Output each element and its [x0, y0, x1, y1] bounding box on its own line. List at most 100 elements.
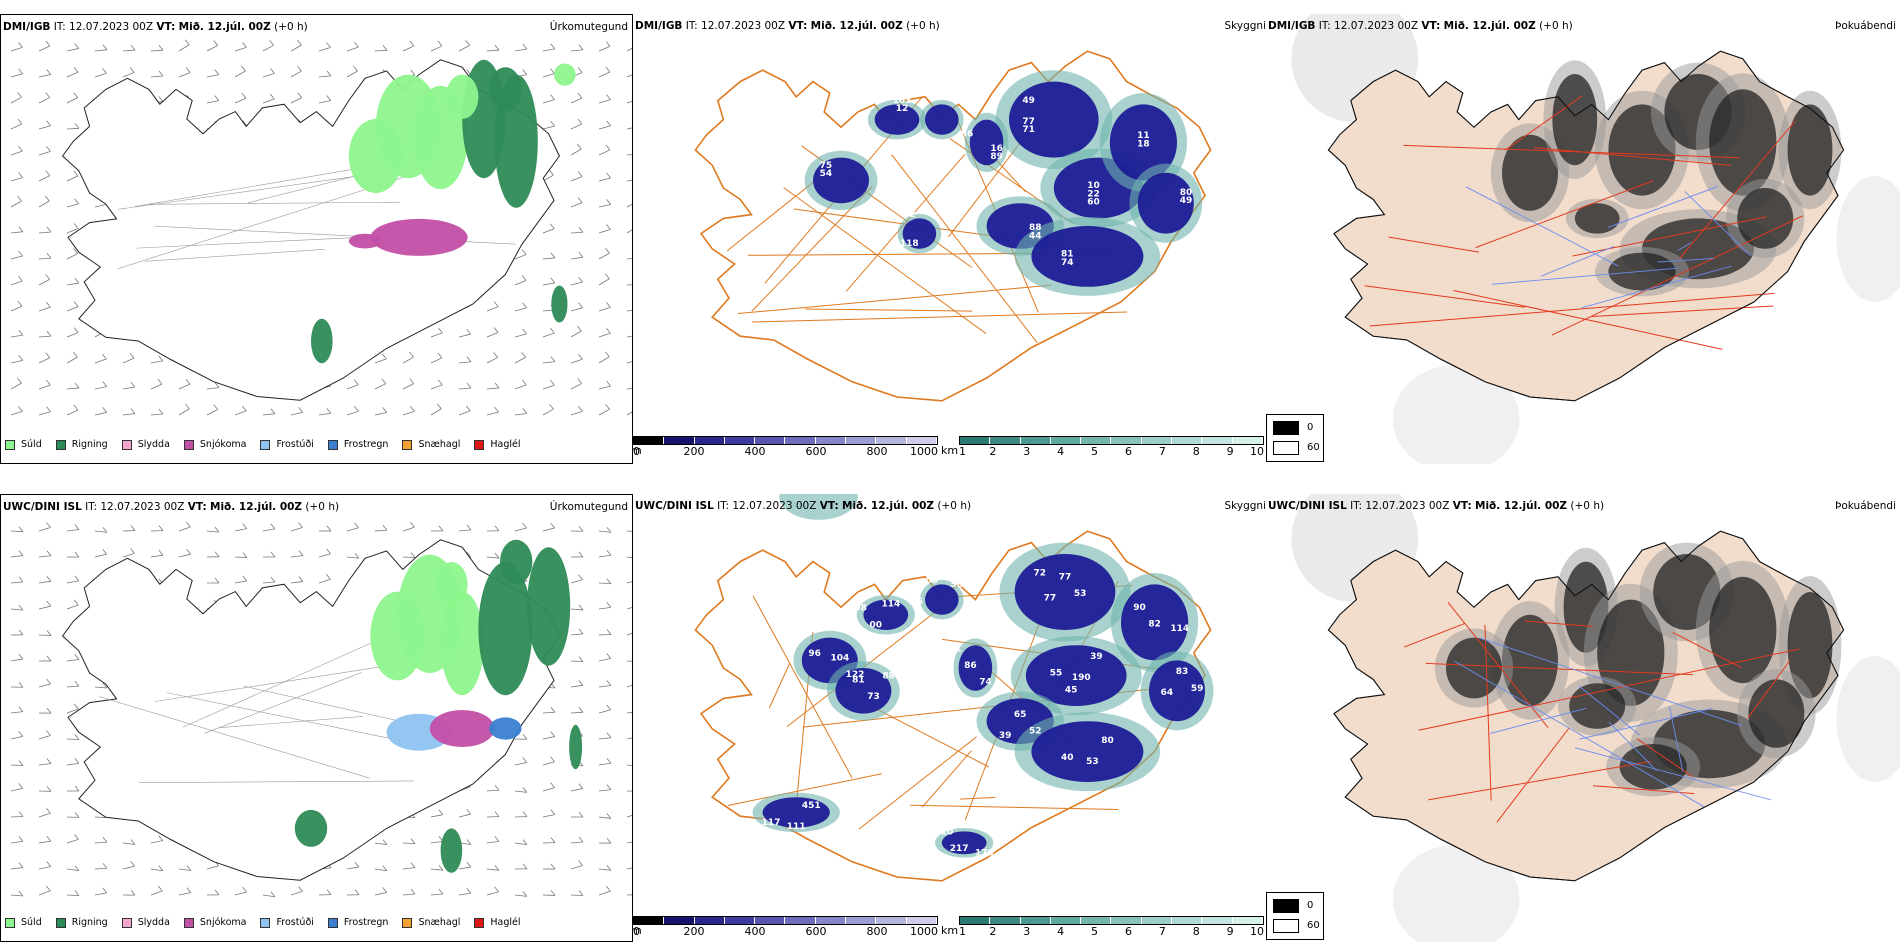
wind-barb: [10, 411, 23, 416]
wind-barb: [66, 387, 79, 390]
colorbar-cell: [1081, 917, 1112, 924]
wind-barb-flag: [606, 758, 612, 764]
ceiling-value-label: 96: [808, 649, 821, 659]
ceiling-value-label: 58: [951, 580, 964, 590]
colorbar-tick-label: 4: [1057, 445, 1065, 458]
wind-barb-flag: [578, 811, 584, 818]
wind-barb: [486, 868, 499, 871]
ceiling-area: [1109, 104, 1177, 181]
wind-barb: [598, 762, 611, 766]
wind-barb: [458, 361, 471, 364]
wind-barb-flag: [577, 325, 582, 332]
colorbar-cell: [846, 437, 877, 444]
wind-barb: [430, 893, 443, 896]
precip-legend-item: Rigning: [55, 917, 108, 928]
wind-barb: [318, 412, 331, 416]
wind-barb-flag: [326, 574, 331, 580]
wind-barb-flag: [242, 552, 248, 558]
precip-legend-swatch: [327, 917, 338, 928]
ceiling-value-label: 86: [961, 129, 974, 139]
ceiling-value-label: 11: [1137, 131, 1150, 141]
colorbar-cell: [990, 917, 1021, 924]
wind-barb: [10, 382, 22, 390]
wind-barb-flag: [298, 886, 303, 892]
wind-barb: [626, 361, 632, 364]
river-line: [1657, 257, 1714, 263]
wind-barb: [10, 867, 23, 870]
wind-barb-flag: [130, 381, 136, 388]
wind-barb: [38, 580, 51, 584]
colorbar-cell: [1141, 437, 1173, 444]
wind-barb: [10, 280, 23, 286]
wind-barb-flag: [213, 40, 218, 46]
wind-barb-flag: [549, 223, 555, 230]
ceiling-value-label: 77: [1022, 117, 1035, 127]
fog-core: [1748, 679, 1805, 748]
wind-barb: [626, 764, 632, 767]
precip-panel-top: DMI/IGB IT: 12.07.2023 00Z VT: Mið. 12.j…: [0, 14, 633, 464]
wind-barb: [402, 526, 415, 532]
wind-barb: [626, 180, 632, 182]
wind-barb-flag: [270, 408, 276, 414]
wind-barb: [626, 204, 632, 208]
precip-legend-item: Súld: [5, 439, 42, 450]
wind-barb-flag: [213, 404, 218, 410]
ceiling-area: [1137, 172, 1194, 234]
fog-core: [1737, 188, 1794, 249]
precip-legend-swatch: [121, 439, 132, 450]
road-line: [1404, 623, 1465, 648]
wind-barb-flag: [577, 197, 583, 203]
wind-barb: [626, 335, 632, 338]
wind-barb-flag: [550, 43, 556, 50]
ceiling-value-label: 74: [979, 678, 992, 688]
wind-barb: [122, 357, 135, 364]
ceiling-area: [762, 797, 830, 828]
wind-barb: [402, 556, 416, 558]
wind-barb: [38, 890, 51, 896]
precip-legend-label: Snæhagl: [418, 917, 461, 928]
colorbar-cell: [906, 437, 937, 444]
precip-area: [489, 67, 522, 112]
wind-barb-flag: [550, 379, 555, 386]
ceiling-value-label: 122: [846, 670, 865, 680]
wind-barb-flag: [410, 838, 416, 844]
visibility-colorbar-ticks: 1 2 3 4 5 6 7 8 9 10: [959, 925, 1264, 938]
wind-barb-flag: [549, 169, 554, 176]
wind-barb: [598, 46, 611, 52]
wind-barb-flag: [297, 92, 303, 98]
wind-barb: [318, 47, 331, 52]
wind-barb-flag: [158, 549, 164, 556]
wind-barb: [542, 527, 555, 532]
wind-barb: [542, 125, 555, 130]
wind-barb-flag: [184, 39, 190, 46]
wind-barb-flag: [18, 890, 24, 897]
road-line: [737, 284, 1052, 315]
precip-legend-item: Snæhagl: [402, 917, 460, 928]
wind-barb-flag: [130, 548, 135, 554]
wind-barb: [430, 408, 442, 416]
wind-barb-flag: [18, 604, 24, 611]
ceiling-value-label: 65: [1014, 710, 1027, 720]
wind-barb-flag: [130, 525, 136, 531]
wind-barb-flag: [550, 522, 555, 529]
river-line: [1684, 191, 1752, 257]
wind-barb: [10, 555, 23, 558]
wind-barb-flag: [17, 118, 23, 125]
wind-barb: [542, 99, 555, 104]
wind-barb-flag: [578, 227, 584, 233]
wind-barb-flag: [605, 247, 610, 254]
wind-barb-flag: [270, 551, 276, 558]
wind-barb-flag: [381, 378, 387, 384]
fog-core: [1569, 683, 1626, 729]
wind-barb-flag: [354, 522, 359, 528]
precip-legend-item: Snæhagl: [402, 439, 460, 450]
precip-legend-label: Súld: [21, 439, 42, 450]
wind-barb-flag: [18, 226, 24, 232]
wind-barb: [570, 281, 583, 286]
fog-legend-swatch-black: [1273, 421, 1299, 435]
wind-barb-flag: [494, 836, 500, 842]
wind-barb: [402, 45, 415, 52]
wind-barb-flag: [45, 92, 51, 98]
ceiling-map-top: 49 60 44 74 18 49 54 12 50 82 89 71 22 88 81 11 80 75 103 8…: [694, 50, 1212, 402]
wind-barb-flag: [101, 353, 107, 360]
